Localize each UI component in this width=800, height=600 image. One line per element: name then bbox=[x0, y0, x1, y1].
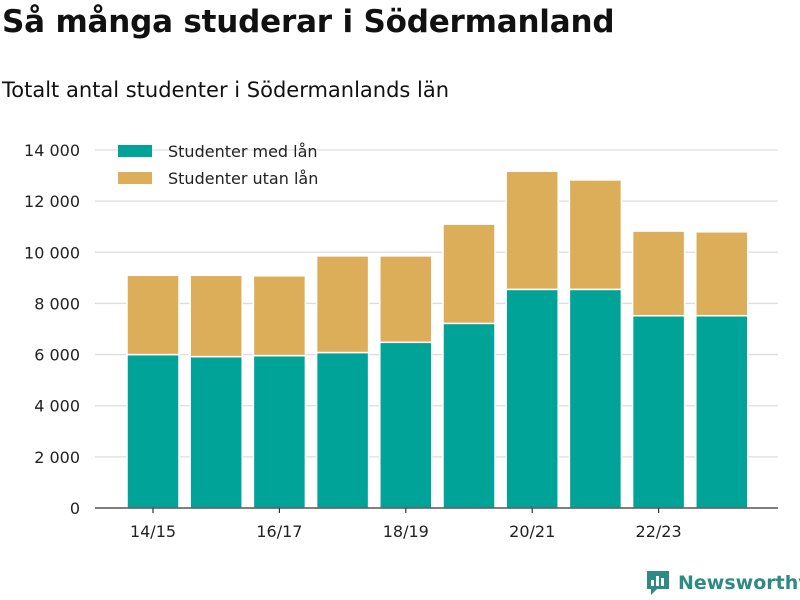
y-tick-label: 14 000 bbox=[24, 141, 80, 160]
newsworthy-logo: Newsworthy bbox=[645, 569, 800, 597]
bar-utan-lan bbox=[695, 231, 749, 317]
bar-med-lan bbox=[315, 351, 370, 509]
bar-med-lan bbox=[252, 354, 307, 509]
bar-utan-lan bbox=[631, 230, 686, 317]
bar-utan-lan bbox=[315, 255, 370, 354]
bar-utan-lan bbox=[252, 275, 307, 357]
y-tick-label: 6 000 bbox=[34, 346, 80, 365]
bar-utan-lan bbox=[189, 274, 243, 358]
bar-med-lan bbox=[631, 314, 686, 509]
legend-label-med-lan: Studenter med lån bbox=[168, 142, 318, 161]
bar-med-lan bbox=[379, 341, 433, 509]
y-tick-label: 8 000 bbox=[34, 294, 80, 313]
bar-med-lan bbox=[695, 314, 749, 509]
brand-name: Newsworthy bbox=[678, 572, 800, 594]
x-tick-label: 20/21 bbox=[509, 522, 555, 541]
bar-med-lan bbox=[505, 288, 559, 509]
bar-med-lan bbox=[568, 288, 623, 509]
bar-med-lan bbox=[442, 322, 496, 509]
y-tick-label: 2 000 bbox=[34, 448, 80, 467]
bar-utan-lan bbox=[126, 274, 180, 356]
chart-title: Så många studerar i Södermanland bbox=[2, 4, 615, 40]
legend-swatch-med-lan bbox=[118, 145, 152, 157]
bar-utan-lan bbox=[442, 223, 496, 325]
x-tick-label: 18/19 bbox=[383, 522, 429, 541]
legend-swatch-utan-lan bbox=[118, 172, 152, 184]
y-tick-label: 12 000 bbox=[24, 192, 80, 211]
bar-utan-lan bbox=[505, 170, 559, 291]
axes: 0 2 000 4 000 6 000 8 000 10 000 12 000 14 000 1… bbox=[24, 141, 778, 541]
legend-label-utan-lan: Studenter utan lån bbox=[168, 169, 318, 188]
y-tick-label: 10 000 bbox=[24, 243, 80, 262]
y-tick-label: 0 bbox=[70, 499, 80, 518]
chart-subtitle: Totalt antal studenter i Södermanlands l… bbox=[2, 78, 450, 102]
bar-utan-lan bbox=[379, 255, 433, 344]
newsworthy-icon bbox=[647, 571, 669, 595]
bar-med-lan bbox=[189, 355, 243, 509]
x-tick-label: 14/15 bbox=[130, 522, 176, 541]
bar-utan-lan bbox=[568, 179, 623, 291]
bars bbox=[126, 170, 749, 509]
bar-med-lan bbox=[126, 353, 180, 509]
x-tick-label: 22/23 bbox=[636, 522, 682, 541]
y-tick-label: 4 000 bbox=[34, 397, 80, 416]
x-tick-label: 16/17 bbox=[256, 522, 302, 541]
legend: Studenter med lån Studenter utan lån bbox=[118, 142, 318, 188]
